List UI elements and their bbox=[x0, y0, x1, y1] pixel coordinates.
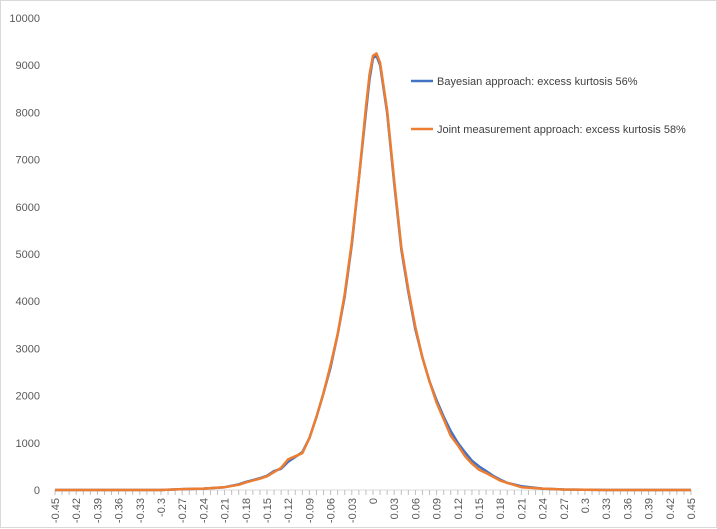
legend-label: Bayesian approach: excess kurtosis 56% bbox=[437, 76, 638, 88]
x-tick-label: -0.42 bbox=[71, 498, 83, 523]
x-tick-label: 0.15 bbox=[474, 498, 486, 519]
x-tick-label: -0.12 bbox=[283, 498, 295, 523]
x-tick-label: -0.3 bbox=[156, 498, 168, 517]
x-tick-label: 0.42 bbox=[665, 498, 677, 519]
y-tick-label: 0 bbox=[34, 485, 40, 497]
x-tick-label: 0.21 bbox=[516, 498, 528, 519]
y-tick-label: 6000 bbox=[16, 202, 40, 214]
x-tick-label: -0.33 bbox=[135, 498, 147, 523]
y-tick-label: 9000 bbox=[16, 60, 40, 72]
x-tick-label: -0.24 bbox=[198, 498, 210, 523]
y-tick-label: 7000 bbox=[16, 155, 40, 167]
x-tick-label: -0.06 bbox=[326, 498, 338, 523]
x-tick-label: -0.21 bbox=[220, 498, 232, 523]
x-tick-label: 0.27 bbox=[559, 498, 571, 519]
x-tick-label: 0 bbox=[368, 498, 380, 504]
y-tick-label: 4000 bbox=[16, 296, 40, 308]
x-tick-label: 0.03 bbox=[389, 498, 401, 519]
x-tick-label: -0.45 bbox=[50, 498, 62, 523]
x-tick-label: -0.09 bbox=[304, 498, 316, 523]
x-tick-label: -0.18 bbox=[241, 498, 253, 523]
x-tick-label: -0.27 bbox=[177, 498, 189, 523]
series-line-bayesian bbox=[55, 54, 691, 492]
x-tick-label: -0.39 bbox=[92, 498, 104, 523]
y-tick-label: 1000 bbox=[16, 438, 40, 450]
x-tick-label: 0.39 bbox=[644, 498, 656, 519]
x-tick-label: 0.18 bbox=[495, 498, 507, 519]
y-tick-label: 3000 bbox=[16, 343, 40, 355]
y-tick-label: 10000 bbox=[9, 13, 40, 25]
y-tick-label: 8000 bbox=[16, 107, 40, 119]
x-tick-label: -0.15 bbox=[262, 498, 274, 523]
y-tick-label: 2000 bbox=[16, 391, 40, 403]
x-tick-label: 0.3 bbox=[580, 498, 592, 513]
x-tick-label: -0.03 bbox=[347, 498, 359, 523]
x-tick-label: -0.36 bbox=[114, 498, 126, 523]
x-tick-label: 0.24 bbox=[538, 498, 550, 519]
x-tick-label: 0.36 bbox=[622, 498, 634, 519]
y-tick-label: 5000 bbox=[16, 249, 40, 261]
series-line-joint bbox=[55, 52, 691, 492]
x-tick-label: 0.12 bbox=[453, 498, 465, 519]
x-tick-label: 0.09 bbox=[432, 498, 444, 519]
x-tick-label: 0.45 bbox=[686, 498, 698, 519]
legend-label: Joint measurement approach: excess kurto… bbox=[437, 124, 686, 136]
x-tick-label: 0.33 bbox=[601, 498, 613, 519]
x-tick-label: 0.06 bbox=[410, 498, 422, 519]
